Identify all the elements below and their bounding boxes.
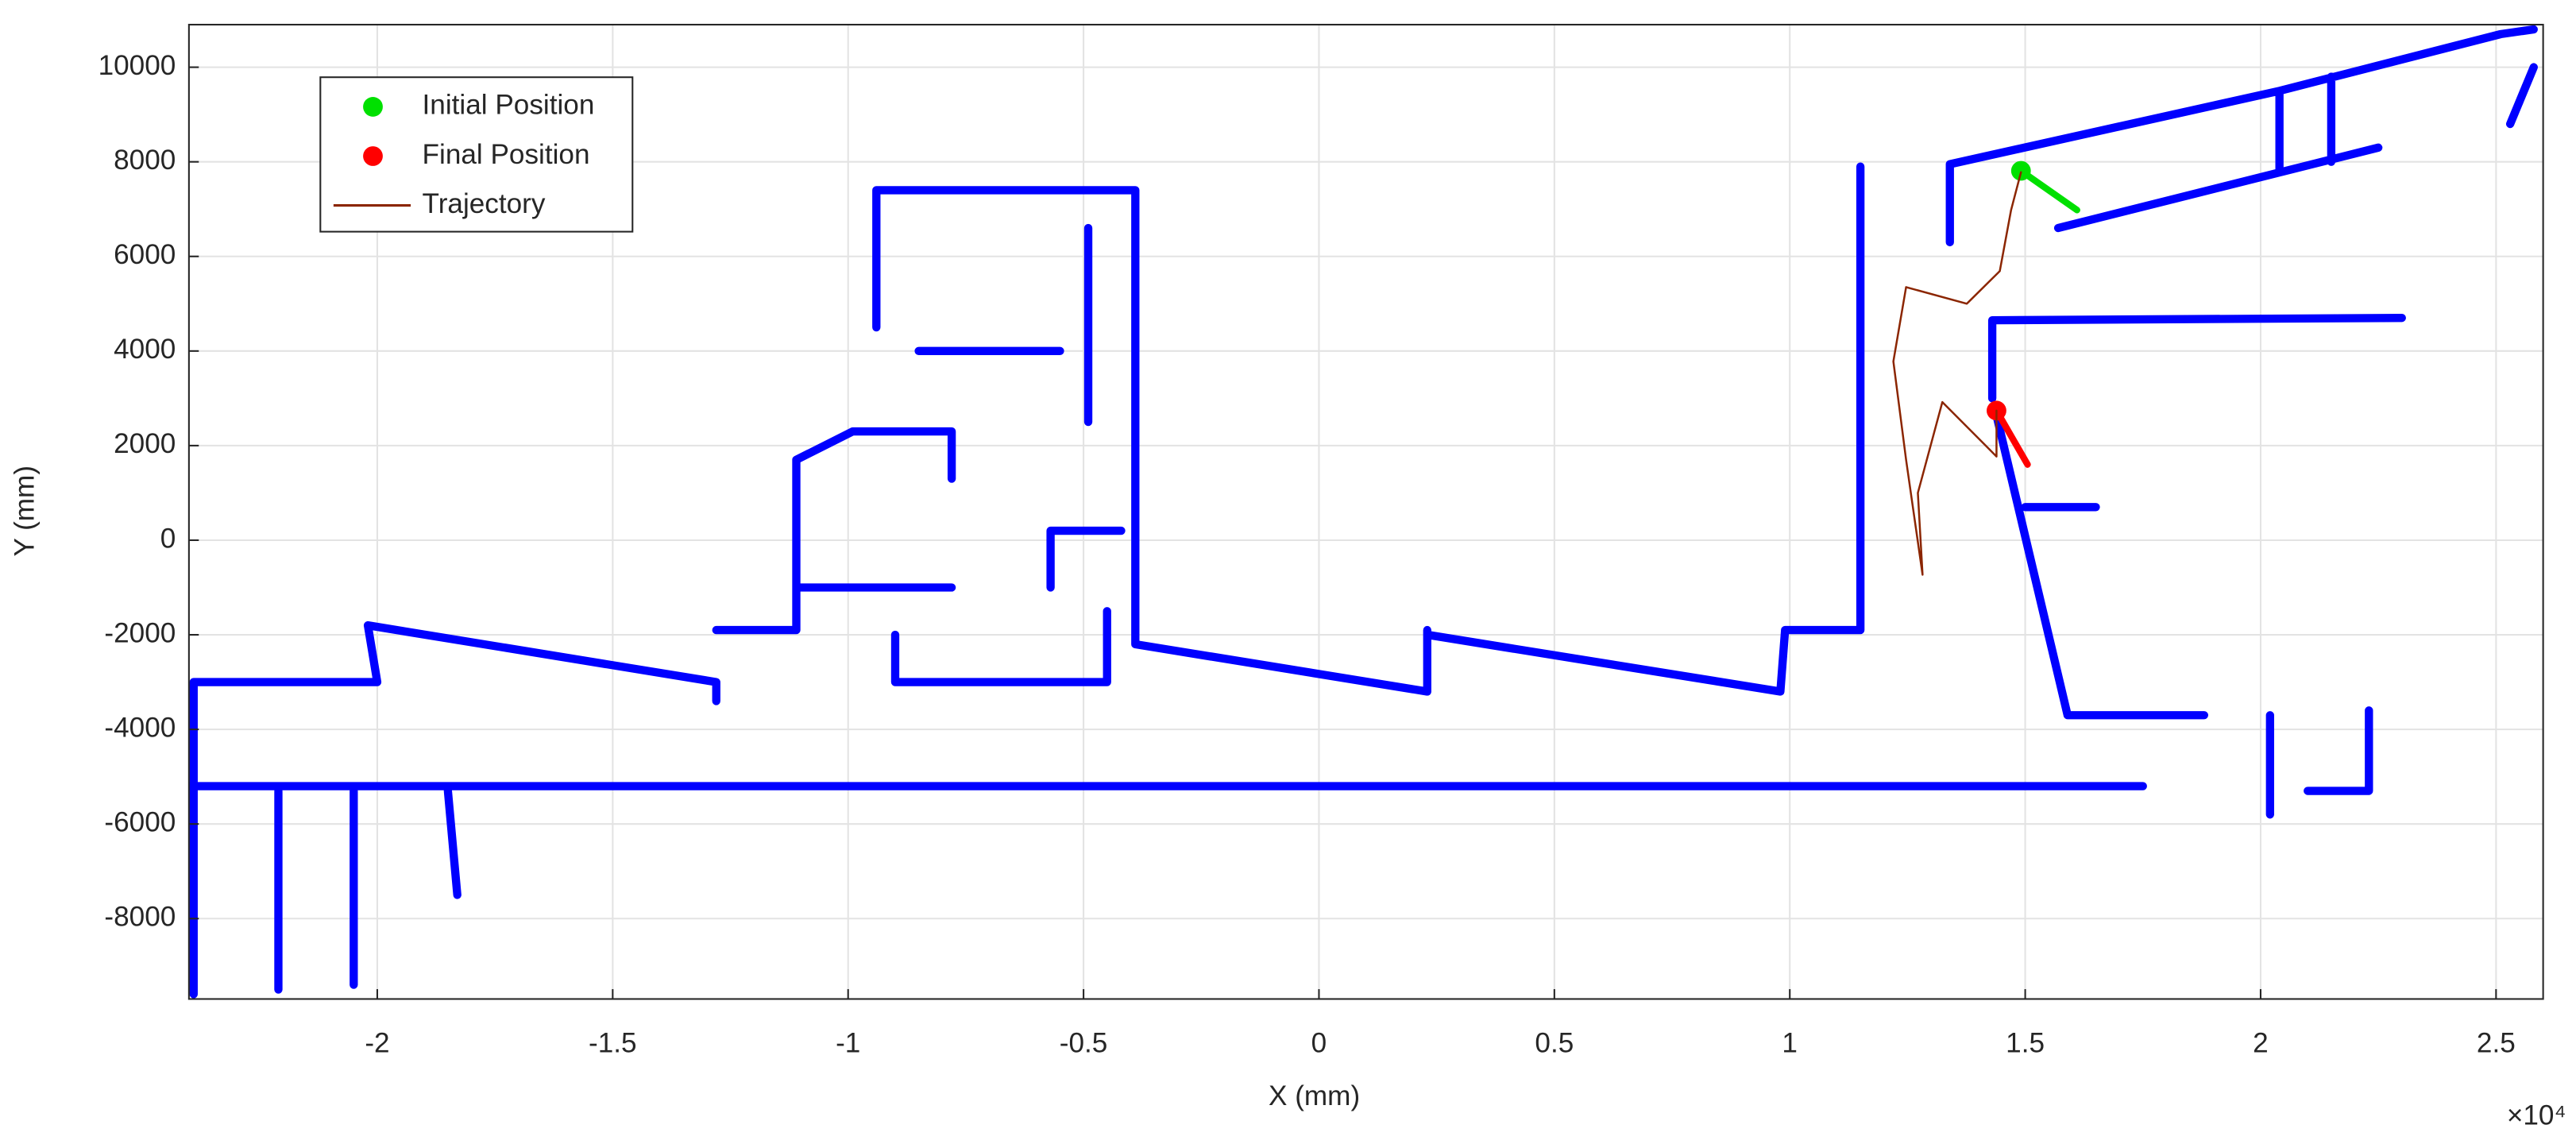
y-tick-label: -2000 [104,617,176,648]
ticks: -2 -1.5 -1 -0.5 0 0.5 1 1.5 2 2.5 -8000 -6000 -4000 -… [98,50,2516,1059]
legend-label: Trajectory [423,188,546,219]
x-tick-label: 0 [1311,1028,1327,1059]
position-marker [2010,160,2031,181]
heading-arrow [1993,407,2031,468]
x-tick-label: -1 [836,1028,860,1059]
x-tick-label: 2.5 [2477,1028,2516,1059]
axes-box [187,23,2544,1000]
x-tick-label: -0.5 [1060,1028,1108,1059]
x-tick-label: 0.5 [1535,1028,1574,1059]
x-axis-label: X (mm) [1269,1080,1360,1111]
legend-label: Initial Position [423,90,595,121]
map-walls [188,25,2538,999]
y-tick-label: 4000 [114,334,176,365]
y-tick-label: -4000 [104,712,176,743]
legend: Initial Position Final Position Trajectory [319,76,634,233]
x-tick-label: -1.5 [589,1028,637,1059]
legend-marker [363,97,383,117]
y-axis-label: Y (mm) [9,466,40,557]
trajectory-line [1892,171,2022,576]
y-tick-label: 0 [160,523,176,554]
x-tick-label: 1 [1782,1028,1798,1059]
y-tick-label: 10000 [98,50,176,81]
y-tick-label: -8000 [104,902,176,933]
x-multiplier: ×10⁴ [2507,1100,2566,1131]
heading-arrow [2018,167,2080,214]
x-tick-label: -2 [365,1028,389,1059]
y-tick-label: 6000 [114,239,176,270]
legend-label: Final Position [423,139,590,170]
data-layer [188,25,2538,999]
y-tick-label: 2000 [114,428,176,459]
legend-marker [363,146,383,166]
x-tick-label: 2 [2253,1028,2269,1059]
grid [188,25,2543,999]
y-tick-label: 8000 [114,145,176,176]
x-tick-label: 1.5 [2006,1028,2045,1059]
y-tick-label: -6000 [104,806,176,837]
